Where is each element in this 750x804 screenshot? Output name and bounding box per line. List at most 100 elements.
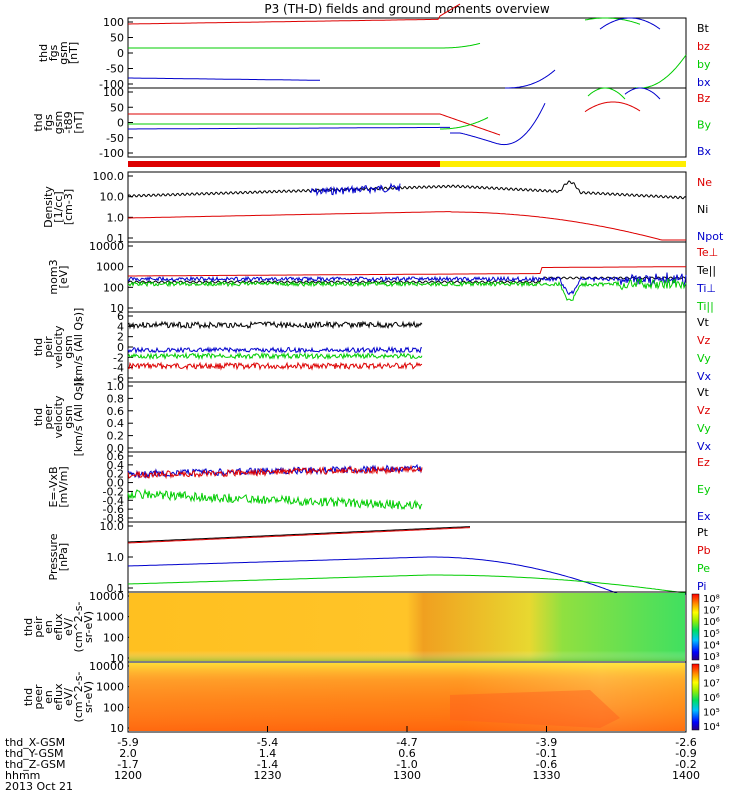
legend-bz: bz [697,40,710,53]
panel-p3-data [127,180,687,241]
series-bx [128,77,320,81]
figure-title: P3 (TH-D) fields and ground moments over… [264,2,549,16]
y-tick-label: 50 [110,101,124,114]
series-Pe [127,574,687,594]
legend-By: By [697,119,712,132]
y-tick-label: 100 [103,16,124,29]
series-By-rise [440,117,489,130]
legend-Npot: Npot [697,230,724,243]
y-tick-label: 1000 [96,681,124,694]
series-Ez [127,464,423,480]
y-tick-label: 10.0 [100,520,125,533]
x-tick-label-z: -1.0 [396,758,417,771]
panel-p4-data [127,266,687,302]
y-tick-label: -2 [113,351,124,364]
mode-bar-yellow [440,161,686,167]
ephem-label: thd_Z-GSM [5,758,65,771]
legend-Vx: Vx [697,370,712,383]
legend-Ez: Ez [697,456,710,469]
legend-Bx: Bx [697,145,712,158]
y-axis-label: thdpeervelocitygsm[km/s (All Qs)] [32,378,85,457]
x-tick-label-x: -3.9 [536,736,557,749]
y-axis-label: mom3[eV] [47,259,70,294]
panel-frame [127,17,687,89]
y-tick-label: 10 [110,652,124,665]
y-tick-label: 1.0 [107,551,125,564]
series-Pt [127,526,471,543]
y-tick-label: 0.0 [107,477,125,490]
y-tick-label: -0.2 [103,485,124,498]
legend-Pt: Pt [697,526,709,539]
ephem-label: thd_X-GSM [5,736,65,749]
ephem-label: 2013 Oct 21 [5,780,73,793]
x-tick-label-t: 1330 [533,769,561,782]
x-tick-label-x: -2.6 [675,736,696,749]
series-bz [128,3,461,25]
colorbar-label: 10⁵ [703,708,720,719]
y-tick-label: 0 [117,341,124,354]
x-tick-label-z: -0.6 [536,758,557,771]
x-tick-label-x: -5.4 [257,736,278,749]
x-tick-label-x: -4.7 [396,736,417,749]
x-tick-label-t: 1300 [393,769,421,782]
x-tick-label-y: -0.1 [536,747,557,760]
legend-Ni: Ni [697,203,708,216]
legend-Vz: Vz [697,404,711,417]
panel-frame [127,311,687,383]
spectrogram-peer-shade [129,663,685,731]
colorbar [691,663,700,731]
y-tick-label: -50 [106,63,124,76]
y-axis-label: thdpeirvelocitygsm[km/s (All Qs)] [32,308,85,387]
y-tick-label: 0.8 [107,392,125,405]
x-tick-label-y: 1.4 [259,747,277,760]
y-axis-label: thdpeirenefluxeV/(cm^2-s-sr-eV) [22,602,95,653]
legend-Ex: Ex [697,510,711,523]
legend-Te||: Te|| [696,264,716,277]
legend-Pb: Pb [697,544,711,557]
series-bx-swing [599,17,661,30]
y-axis-label: thdfgsgsm-t89[nT] [32,111,85,134]
legend-Ti||: Ti|| [696,300,714,313]
y-tick-label: -100 [99,78,124,91]
legend-Vy: Vy [697,352,711,365]
legend-Vz: Vz [697,334,711,347]
x-tick-label-z: -1.4 [257,758,278,771]
y-tick-label: 2 [117,331,124,344]
y-tick-label: -50 [106,132,124,145]
y-tick-label: 50 [110,32,124,45]
y-tick-label: 0.2 [107,468,125,481]
panel-p1: 100 50 0 -50 -100 thdfgsgsm[nT] Bt bz by bx [37,16,711,91]
series-by [128,42,481,49]
x-tick-label-t: 1230 [254,769,282,782]
x-tick-label-y: 0.6 [398,747,416,760]
series-Pi [127,556,687,604]
colorbar-label: 10⁷ [703,679,720,690]
panel-p6: 1.00.80.60.40.20.0 thdpeervelocitygsm[km/… [32,378,712,457]
y-axis-label: thdpeerenefluxeV/(cm^2-s-sr-eV) [22,672,95,723]
legend-Vt: Vt [697,386,710,399]
spectrogram-peer-band [450,690,620,728]
panel-p5-data [127,320,423,371]
legend-Bt: Bt [697,22,710,35]
y-tick-label: 10000 [89,240,124,253]
y-tick-label: 0.1 [107,582,125,595]
panel-p7: 0.60.40.20.0-0.2-0.4-0.6-0.8 E=-VxB[mV/m]… [47,450,711,525]
panel-p2-data [128,87,661,146]
series-Ne [128,211,686,241]
y-tick-label: -0.4 [103,494,124,507]
legend-Ne: Ne [697,176,712,189]
panel-p7-data [127,463,423,510]
y-tick-label: 0.0 [107,442,125,455]
y-tick-label: 10000 [89,590,124,603]
y-tick-label: 100 [103,281,124,294]
panel-p2: 100 50 0 -50 -100 thdfgsgsm-t89[nT] Bz By Bx [32,86,712,160]
y-tick-label: 0 [117,117,124,130]
series-By-swing [587,87,626,100]
legend-Te⊥: Te⊥ [696,246,718,259]
y-tick-label: 1.0 [107,380,125,393]
y-tick-label: -4 [113,362,124,375]
y-tick-label: 1.0 [107,211,125,224]
colorbar-label: 10⁸ [703,664,720,675]
